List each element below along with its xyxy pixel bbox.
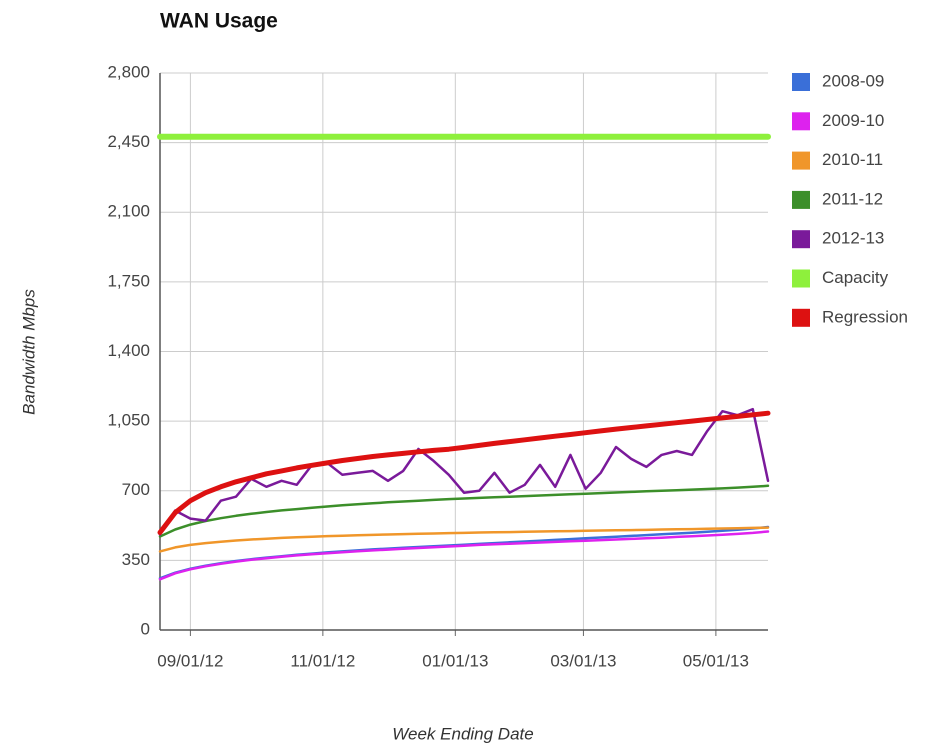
x-tick-label: 03/01/13 xyxy=(550,651,616,670)
series-line xyxy=(158,525,770,580)
y-tick-label: 350 xyxy=(122,550,150,569)
series-line xyxy=(158,484,770,538)
y-tick-label: 2,800 xyxy=(107,62,150,81)
x-axis-title: Week Ending Date xyxy=(392,724,533,743)
y-tick-label: 0 xyxy=(141,619,150,638)
legend-swatch xyxy=(792,308,810,327)
x-tick-label: 01/01/13 xyxy=(422,651,488,670)
legend-swatch xyxy=(792,112,810,131)
legend-swatch xyxy=(792,151,810,170)
y-tick-label: 2,450 xyxy=(107,132,150,151)
x-tick-label: 09/01/12 xyxy=(157,651,223,670)
legend-swatch xyxy=(792,269,810,288)
chart-title: WAN Usage xyxy=(160,10,278,33)
legend-label: 2012-13 xyxy=(822,229,884,248)
series-line xyxy=(157,410,771,535)
legend-swatch xyxy=(792,73,810,91)
legend-swatch xyxy=(792,190,810,209)
x-tick-label: 11/01/12 xyxy=(290,651,355,670)
legend-label: Capacity xyxy=(822,268,889,287)
series-line xyxy=(158,526,770,553)
y-axis-title: Bandwidth Mbps xyxy=(19,289,38,415)
x-tick-label: 05/01/13 xyxy=(683,651,749,670)
legend-label: 2010-11 xyxy=(822,150,883,169)
legend-label: Regression xyxy=(822,307,908,326)
series-line xyxy=(158,407,770,536)
legend-swatch xyxy=(792,230,810,249)
series-line xyxy=(158,530,770,581)
y-tick-label: 700 xyxy=(122,480,150,499)
y-tick-label: 2,100 xyxy=(107,202,150,221)
legend-label: 2011-12 xyxy=(822,189,883,208)
y-tick-label: 1,750 xyxy=(107,271,150,290)
legend-label: 2008-09 xyxy=(822,71,884,90)
y-tick-label: 1,400 xyxy=(107,341,150,360)
legend-label: 2009-10 xyxy=(822,111,884,130)
y-tick-label: 1,050 xyxy=(107,411,150,430)
